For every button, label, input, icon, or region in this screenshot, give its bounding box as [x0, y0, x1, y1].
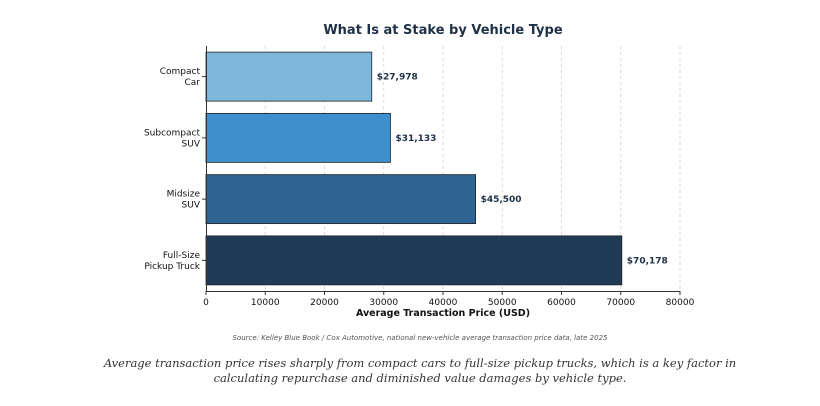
x-tick-label: 50000 [488, 298, 517, 308]
category-labels: Compact Car Subcompact SUV Midsize SUV Full-Si… [144, 67, 206, 272]
y-tick-label: Full-Size Pickup Truck [144, 251, 200, 272]
value-labels: $27,978 $31,133 $45,500 $70,178 [377, 73, 668, 267]
source-note: Source: Kelley Blue Book / Cox Automotiv… [233, 334, 609, 342]
bar [205, 112, 391, 163]
bar [205, 235, 623, 286]
x-tick-label: 40000 [429, 298, 458, 308]
y-tick-label: Subcompact SUV [144, 128, 201, 149]
data-label: $45,500 [481, 195, 522, 205]
x-tick-label: 20000 [310, 298, 339, 308]
x-tick-label: 60000 [547, 298, 576, 308]
bar [205, 51, 373, 102]
data-label: $70,178 [627, 256, 668, 266]
data-label: $31,133 [395, 134, 436, 144]
y-tick-label: Compact Car [160, 67, 201, 88]
x-axis-ticks: 0 10000 20000 30000 40000 50000 60000 70000 8000… [203, 291, 695, 308]
x-tick-label: 70000 [606, 298, 635, 308]
y-tick-label: Midsize SUV [167, 190, 201, 211]
bars [205, 51, 623, 286]
figure-caption: Average transaction price rises sharply … [103, 356, 737, 385]
chart-title: What Is at Stake by Vehicle Type [323, 23, 563, 38]
bar [205, 174, 476, 225]
x-tick-label: 0 [203, 298, 209, 308]
data-label: $27,978 [377, 73, 418, 83]
x-axis-title: Average Transaction Price (USD) [356, 308, 530, 319]
bar-chart: What Is at Stake by Vehicle Type Compact… [144, 23, 695, 342]
x-tick-label: 10000 [251, 298, 280, 308]
x-tick-label: 80000 [666, 298, 695, 308]
x-tick-label: 30000 [369, 298, 398, 308]
